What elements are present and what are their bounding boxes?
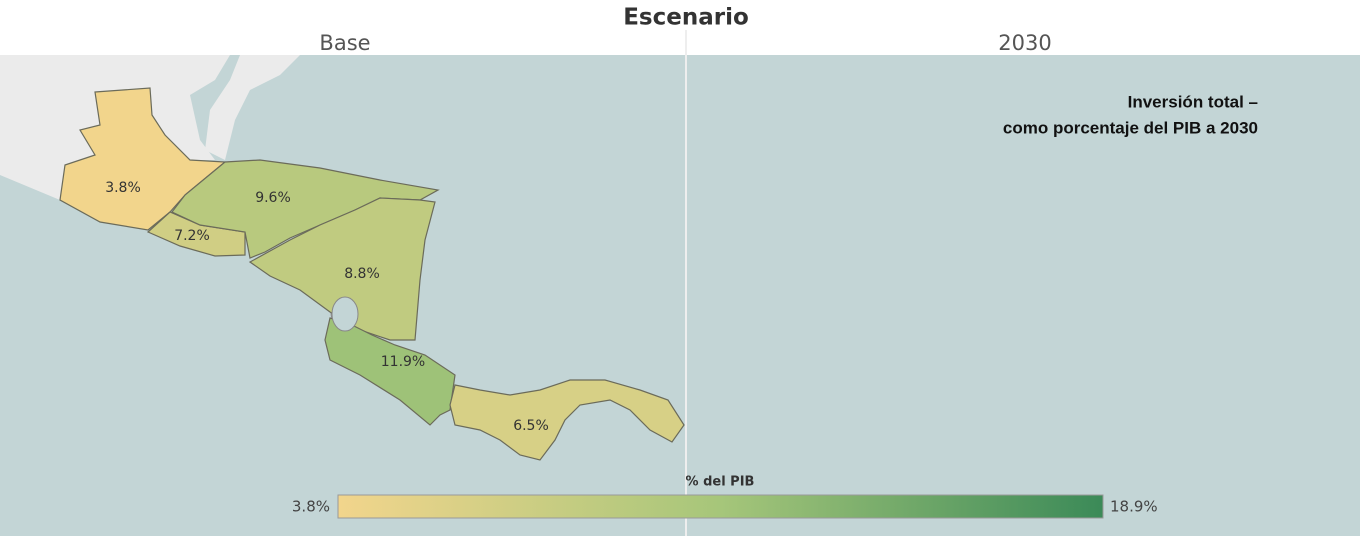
annotation: como porcentaje del PIB a 2030 [1003,118,1258,137]
lake [331,296,359,332]
panel-title: Base [319,31,370,55]
legend-bar [337,494,1104,519]
region-label: 7.2% [174,228,210,244]
panel-title: 2030 [998,31,1051,55]
region-label: 3.8% [105,180,141,196]
land [0,55,230,200]
legend-title: % del PIB [686,475,755,490]
annotation: Inversión total – [1128,92,1258,111]
region-label: 8.8% [344,266,380,282]
ocean [687,55,1360,536]
region [449,379,685,461]
region [324,317,456,426]
map-panel: 3.8% 7.2% 9.6% 8.8% 11.9% 6.5% [0,55,685,461]
region [248,197,436,341]
legend-max: 18.9% [1110,498,1158,516]
legend-min: 3.8% [292,498,330,516]
land [205,55,300,160]
region-label: 9.6% [255,190,291,206]
region-label: 6.5% [513,418,549,434]
region-label: 11.9% [381,354,425,370]
title: Escenario [623,5,749,31]
region [59,87,227,231]
region [146,211,246,257]
